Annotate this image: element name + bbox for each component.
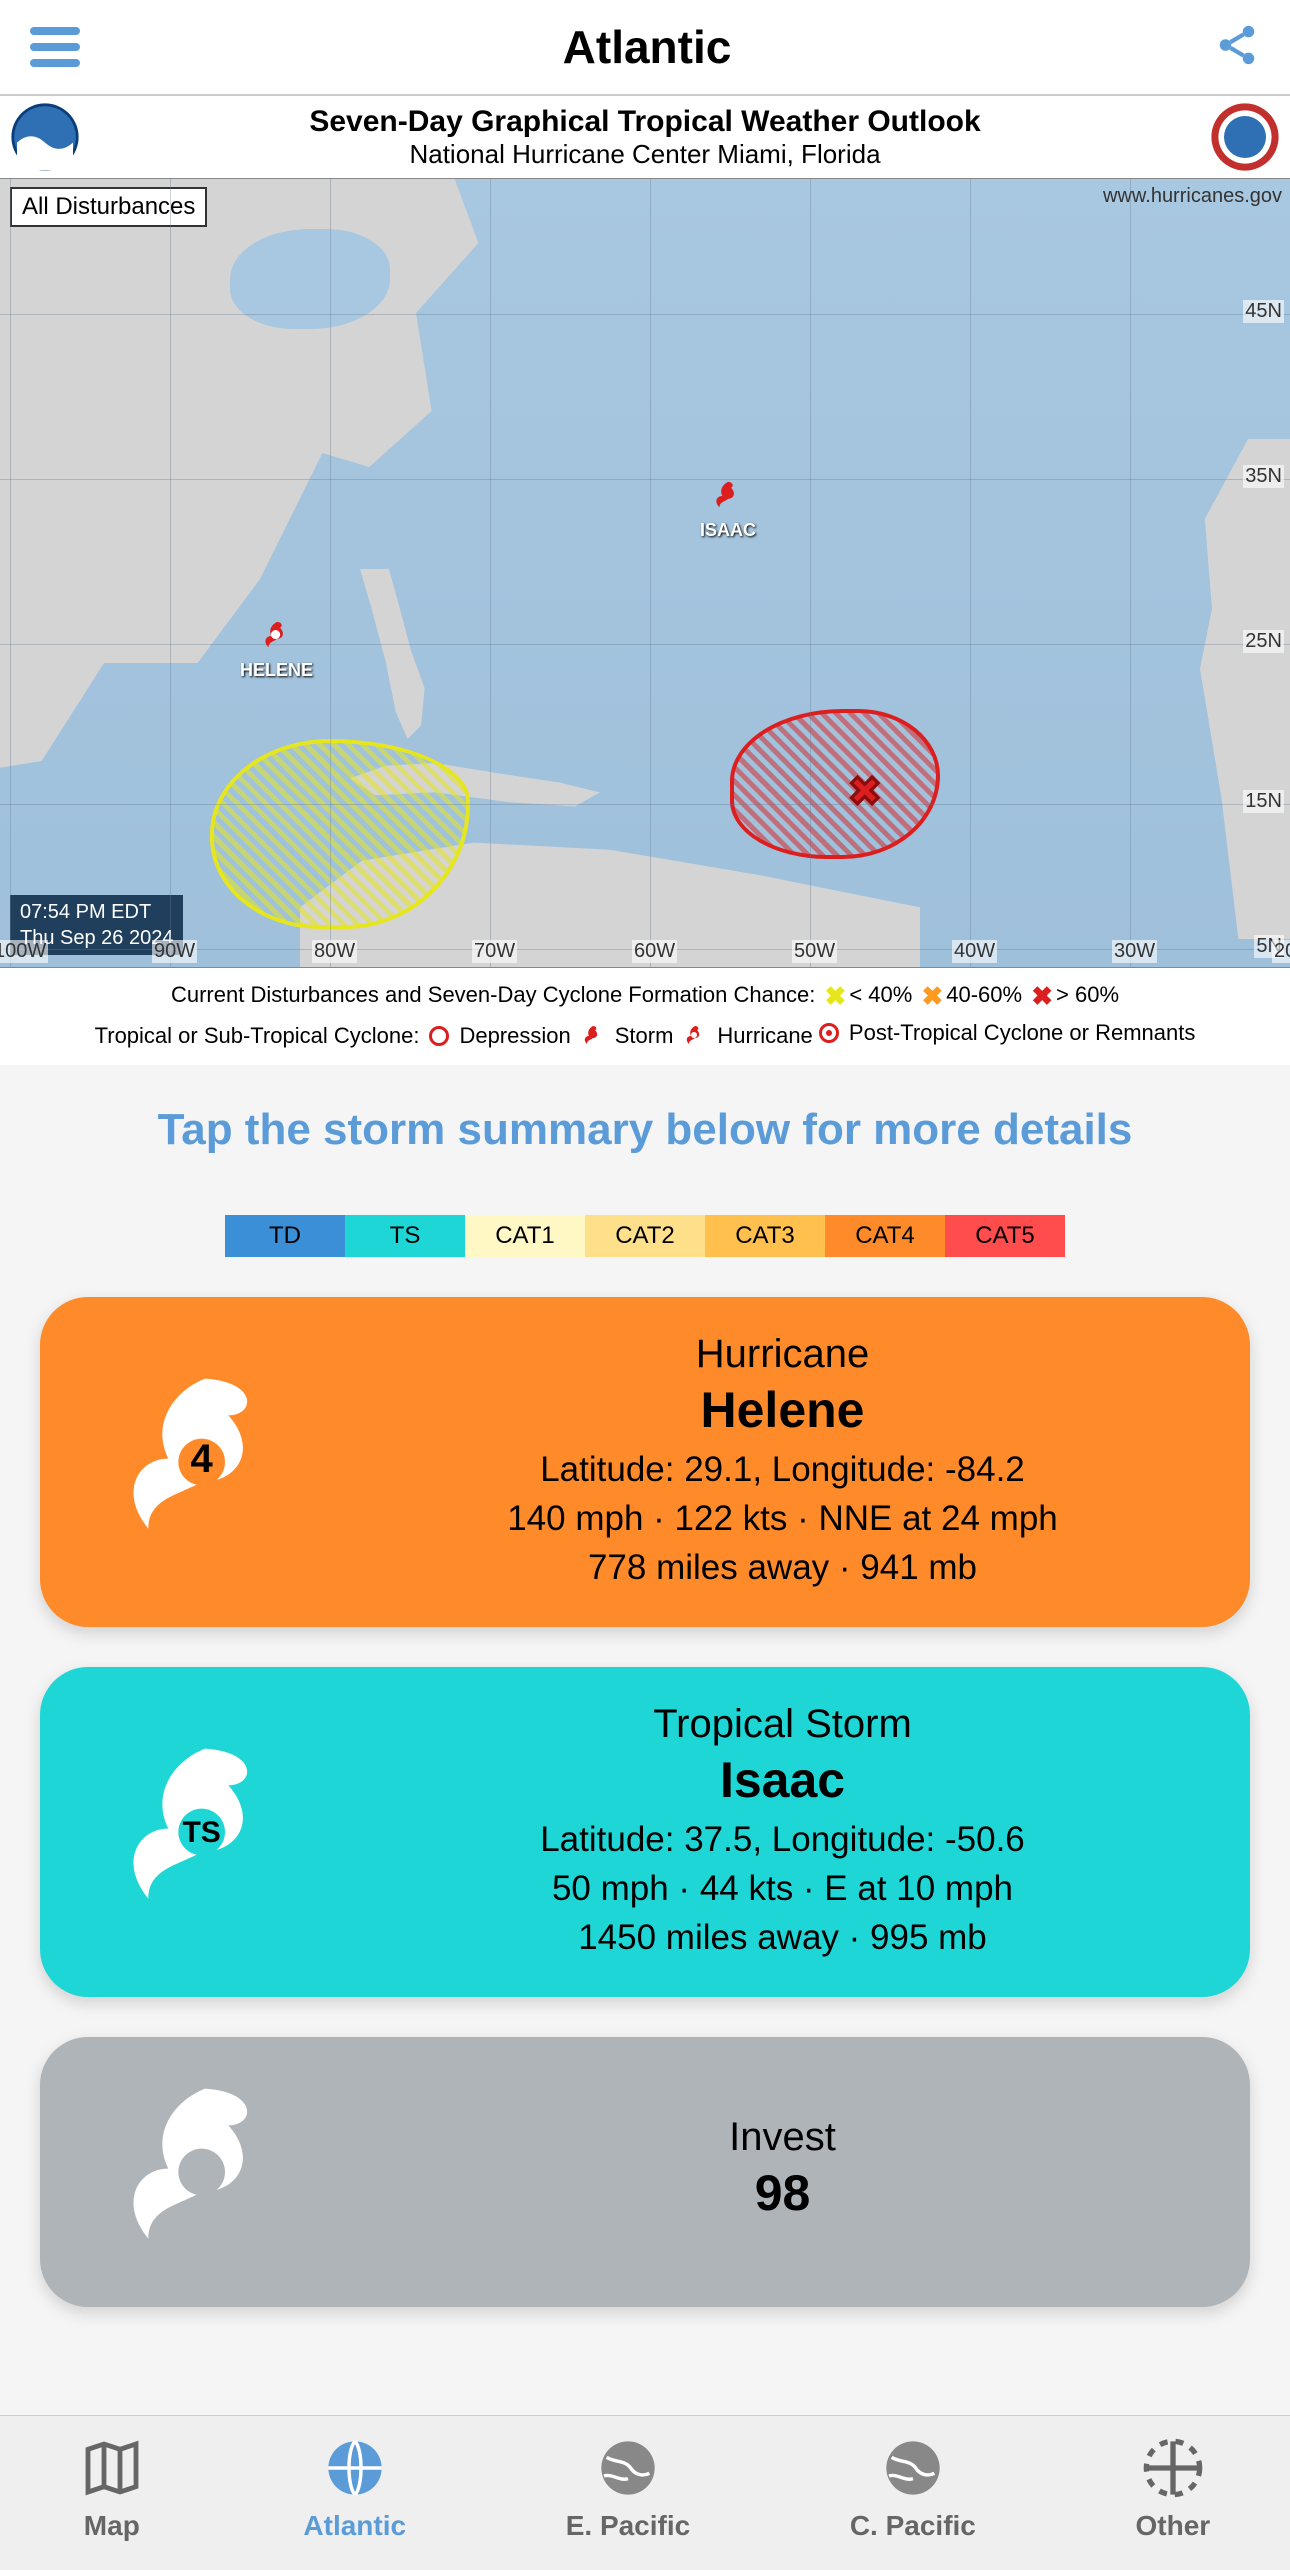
category-cell: CAT3 bbox=[705, 1215, 825, 1257]
map-subtitle: National Hurricane Center Miami, Florida bbox=[80, 139, 1210, 170]
nav-item-e-pacific[interactable]: E. Pacific bbox=[566, 2436, 691, 2542]
disturbance-zone-high bbox=[730, 709, 940, 859]
cyclone-icon: TS bbox=[80, 1732, 330, 1932]
category-cell: CAT5 bbox=[945, 1215, 1065, 1257]
nav-label: E. Pacific bbox=[566, 2510, 691, 2542]
lat-label: 15N bbox=[1243, 790, 1284, 813]
storm-stats: 140 mph · 122 kts · NNE at 24 mph bbox=[355, 1494, 1210, 1543]
nav-item-other[interactable]: Other bbox=[1136, 2436, 1211, 2542]
storm-card-text: Invest98 bbox=[355, 2115, 1210, 2228]
category-cell: TS bbox=[345, 1215, 465, 1257]
lon-label: 20W bbox=[1272, 940, 1290, 963]
map-title: Seven-Day Graphical Tropical Weather Out… bbox=[80, 105, 1210, 139]
storm-card-text: HurricaneHelene Latitude: 29.1, Longitude… bbox=[355, 1332, 1210, 1592]
menu-icon[interactable] bbox=[30, 27, 80, 67]
storm-type: Tropical Storm bbox=[355, 1702, 1210, 1747]
storm-coords: Latitude: 37.5, Longitude: -50.6 bbox=[355, 1815, 1210, 1864]
outlook-map[interactable]: All Disturbances www.hurricanes.gov 07:5… bbox=[0, 178, 1290, 968]
category-cell: CAT2 bbox=[585, 1215, 705, 1257]
svg-text:4: 4 bbox=[191, 1437, 214, 1481]
lon-label: 90W bbox=[152, 940, 197, 963]
svg-text:TS: TS bbox=[182, 1816, 220, 1849]
category-cell: CAT1 bbox=[465, 1215, 585, 1257]
map-storm-marker[interactable]: ISAAC bbox=[700, 479, 756, 541]
nav-label: Atlantic bbox=[303, 2510, 406, 2542]
lon-label: 70W bbox=[472, 940, 517, 963]
storm-name: 98 bbox=[355, 2164, 1210, 2222]
lon-label: 60W bbox=[632, 940, 677, 963]
storm-name: Helene bbox=[355, 1381, 1210, 1439]
storm-type: Hurricane bbox=[355, 1332, 1210, 1377]
storm-type: Invest bbox=[355, 2115, 1210, 2160]
noaa-logo-icon bbox=[10, 102, 80, 172]
nav-item-c-pacific[interactable]: C. Pacific bbox=[850, 2436, 976, 2542]
storm-coords: Latitude: 29.1, Longitude: -84.2 bbox=[355, 1445, 1210, 1494]
map-legend: Current Disturbances and Seven-Day Cyclo… bbox=[0, 968, 1290, 1065]
nav-label: Map bbox=[84, 2510, 140, 2542]
storm-name: Isaac bbox=[355, 1751, 1210, 1809]
tap-prompt: Tap the storm summary below for more det… bbox=[0, 1065, 1290, 1194]
storm-cards: 4 HurricaneHelene Latitude: 29.1, Longitud… bbox=[0, 1297, 1290, 2307]
lat-label: 35N bbox=[1243, 465, 1284, 488]
page-title: Atlantic bbox=[563, 20, 732, 74]
formation-marker-high: ✖ bbox=[848, 769, 882, 815]
storm-distance: 1450 miles away · 995 mb bbox=[355, 1913, 1210, 1962]
storm-stats: 50 mph · 44 kts · E at 10 mph bbox=[355, 1864, 1210, 1913]
storm-card[interactable]: Invest98 bbox=[40, 2037, 1250, 2307]
map-panel: Seven-Day Graphical Tropical Weather Out… bbox=[0, 96, 1290, 1065]
share-icon[interactable] bbox=[1214, 22, 1260, 73]
lon-label: 30W bbox=[1112, 940, 1157, 963]
lon-label: 40W bbox=[952, 940, 997, 963]
lat-label: 25N bbox=[1243, 630, 1284, 653]
nav-item-map[interactable]: Map bbox=[80, 2436, 144, 2542]
lon-label: 50W bbox=[792, 940, 837, 963]
lat-label: 45N bbox=[1243, 300, 1284, 323]
map-header: Seven-Day Graphical Tropical Weather Out… bbox=[0, 96, 1290, 178]
header: Atlantic bbox=[0, 0, 1290, 96]
storm-card-text: Tropical StormIsaac Latitude: 37.5, Longi… bbox=[355, 1702, 1210, 1962]
lon-label: 100W bbox=[0, 940, 48, 963]
category-scale: TDTSCAT1CAT2CAT3CAT4CAT5 bbox=[225, 1215, 1065, 1257]
category-cell: CAT4 bbox=[825, 1215, 945, 1257]
category-cell: TD bbox=[225, 1215, 345, 1257]
lon-label: 80W bbox=[312, 940, 357, 963]
cyclone-icon bbox=[80, 2072, 330, 2272]
bottom-nav: Map Atlantic E. Pacific C. Pacific Other bbox=[0, 2415, 1290, 2570]
storm-distance: 778 miles away · 941 mb bbox=[355, 1543, 1210, 1592]
nws-logo-icon bbox=[1210, 102, 1280, 172]
nav-label: C. Pacific bbox=[850, 2510, 976, 2542]
disturbances-label: All Disturbances bbox=[10, 187, 207, 227]
map-storm-marker[interactable]: HELENE bbox=[240, 619, 313, 681]
storm-card[interactable]: TS Tropical StormIsaac Latitude: 37.5, Lon… bbox=[40, 1667, 1250, 1997]
nav-item-atlantic[interactable]: Atlantic bbox=[303, 2436, 406, 2542]
cyclone-icon: 4 bbox=[80, 1362, 330, 1562]
storm-card[interactable]: 4 HurricaneHelene Latitude: 29.1, Longitud… bbox=[40, 1297, 1250, 1627]
nav-label: Other bbox=[1136, 2510, 1211, 2542]
